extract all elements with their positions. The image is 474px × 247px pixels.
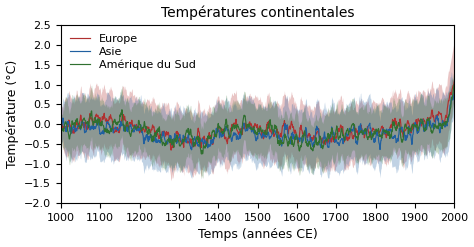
Europe xyxy=(82,121,88,124)
Asie xyxy=(58,127,64,130)
Asie xyxy=(380,130,385,133)
Asie xyxy=(138,124,144,126)
Amérique du Sud xyxy=(138,125,144,128)
Europe xyxy=(406,124,412,126)
Asie xyxy=(365,126,371,129)
Asie xyxy=(433,118,438,121)
Amérique du Sud xyxy=(452,83,457,86)
Line: Asie: Asie xyxy=(61,92,455,150)
Asie xyxy=(189,148,194,151)
Amérique du Sud xyxy=(199,153,204,156)
Asie xyxy=(82,130,88,133)
Amérique du Sud xyxy=(58,127,64,130)
Europe xyxy=(58,122,64,124)
Europe xyxy=(365,127,371,130)
Asie xyxy=(452,91,457,94)
X-axis label: Temps (années CE): Temps (années CE) xyxy=(198,228,318,242)
Amérique du Sud xyxy=(380,132,385,135)
Amérique du Sud xyxy=(433,124,438,127)
Europe xyxy=(452,80,457,82)
Europe xyxy=(433,121,438,124)
Legend: Europe, Asie, Amérique du Sud: Europe, Asie, Amérique du Sud xyxy=(66,31,199,74)
Amérique du Sud xyxy=(406,127,412,130)
Europe xyxy=(380,124,385,127)
Title: Températures continentales: Températures continentales xyxy=(161,5,355,20)
Europe xyxy=(168,149,174,152)
Line: Europe: Europe xyxy=(61,81,455,150)
Europe xyxy=(138,130,144,133)
Y-axis label: Température (°C): Température (°C) xyxy=(6,60,18,168)
Amérique du Sud xyxy=(82,119,88,122)
Amérique du Sud xyxy=(365,138,371,141)
Line: Amérique du Sud: Amérique du Sud xyxy=(61,85,455,154)
Asie xyxy=(406,128,412,131)
